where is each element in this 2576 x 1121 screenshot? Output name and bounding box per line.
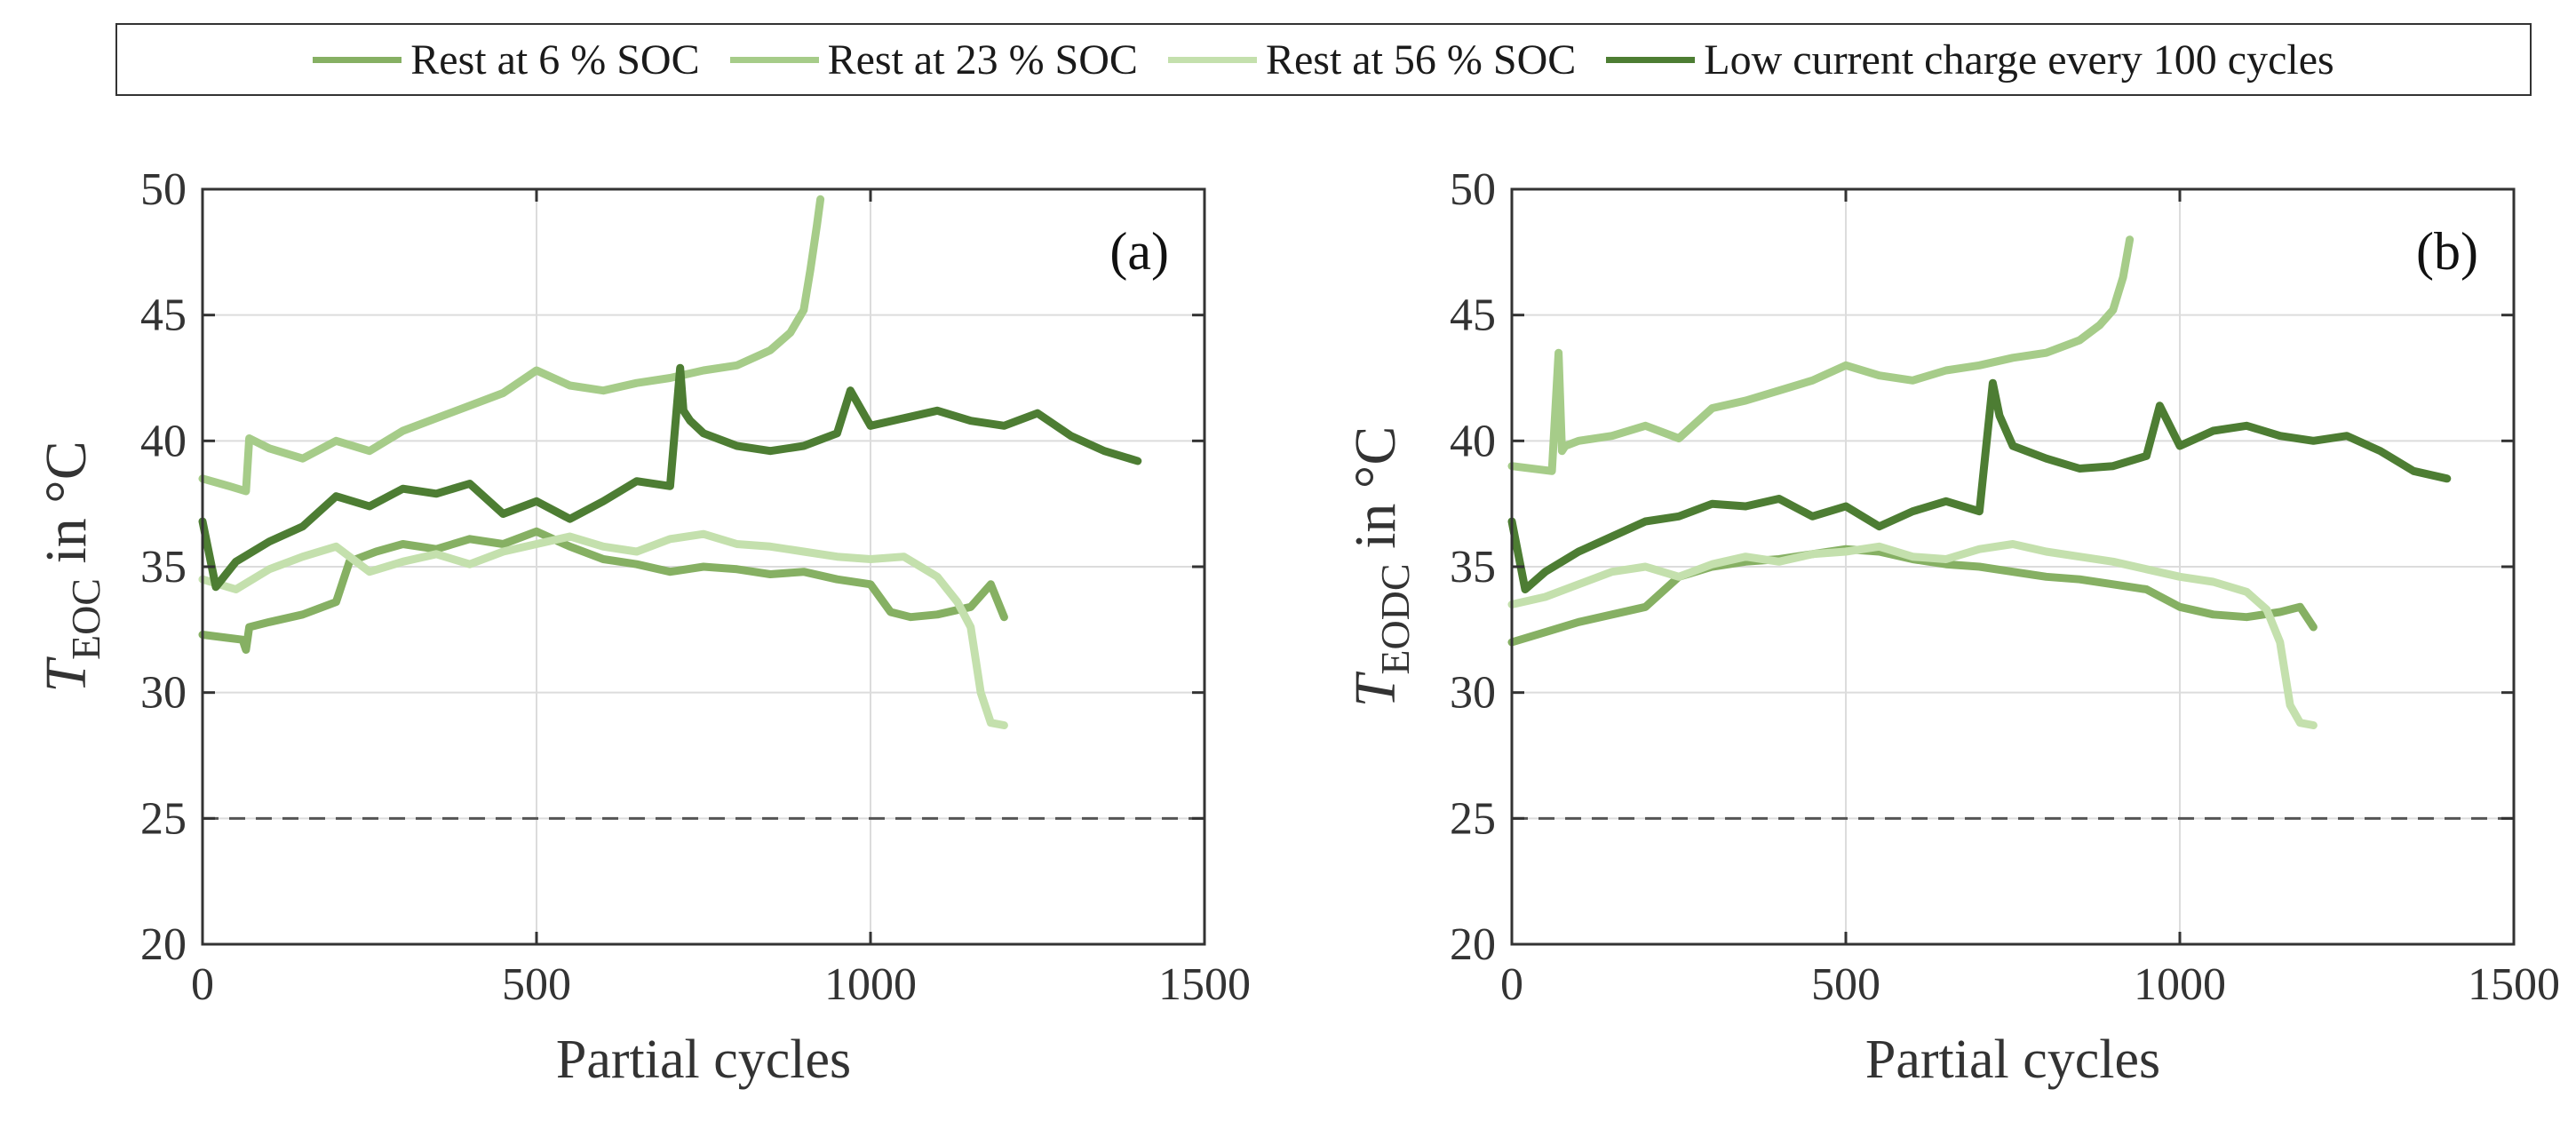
y-tick-label: 45 bbox=[140, 290, 187, 341]
x-tick-label: 0 bbox=[191, 959, 214, 1010]
series-line-rest-6-soc bbox=[1507, 545, 2318, 647]
y-tick-label: 30 bbox=[1450, 668, 1496, 719]
series-line-low-current-charge bbox=[198, 363, 1142, 592]
y-tick-label: 25 bbox=[140, 793, 187, 844]
legend-item-rest-23-soc: Rest at 23 % SOC bbox=[729, 36, 1138, 84]
legend-swatch-rest-23-soc bbox=[729, 56, 819, 63]
x-tick-label: 1000 bbox=[824, 959, 917, 1010]
x-tick-label: 500 bbox=[1811, 959, 1880, 1010]
y-tick-label: 20 bbox=[1450, 919, 1496, 970]
y-tick-label: 35 bbox=[1450, 542, 1496, 592]
panel-label: (a) bbox=[1109, 222, 1169, 281]
y-tick-label: 20 bbox=[140, 919, 187, 970]
x-axis-label: Partial cycles bbox=[556, 1030, 851, 1090]
series-line-rest-23-soc bbox=[1507, 235, 2135, 475]
series-line-low-current-charge bbox=[1507, 378, 2452, 593]
legend-item-rest-6-soc: Rest at 6 % SOC bbox=[313, 36, 700, 84]
legend-label-rest-6-soc: Rest at 6 % SOC bbox=[410, 36, 700, 83]
y-tick-label: 40 bbox=[1450, 416, 1496, 466]
series-line-rest-23-soc bbox=[198, 195, 825, 496]
y-tick-label: 50 bbox=[140, 164, 187, 215]
x-axis-label: Partial cycles bbox=[1865, 1030, 2160, 1090]
panel-b: 0 500 1000 1500 20 25 30 35 40 45 50 (b) Partial cyc… bbox=[1343, 164, 2560, 1090]
panel-label: (b) bbox=[2416, 222, 2478, 281]
x-tick-label: 500 bbox=[502, 959, 571, 1010]
legend: Rest at 6 % SOC Rest at 23 % SOC Rest at… bbox=[115, 23, 2532, 96]
y-tick-label: 50 bbox=[1450, 164, 1496, 215]
legend-label-low-current-charge: Low current charge every 100 cycles bbox=[1704, 36, 2334, 83]
legend-swatch-rest-6-soc bbox=[313, 56, 402, 63]
legend-label-rest-23-soc: Rest at 23 % SOC bbox=[827, 36, 1138, 83]
y-tick-label: 45 bbox=[1450, 290, 1496, 341]
legend-swatch-rest-56-soc bbox=[1167, 56, 1257, 63]
series-line-rest-6-soc bbox=[198, 527, 1008, 654]
series-line-rest-56-soc bbox=[198, 529, 1008, 729]
y-axis-label: TEODC in °C bbox=[1343, 426, 1418, 708]
x-tick-label: 1500 bbox=[1158, 959, 1251, 1010]
x-tick-label: 1000 bbox=[2134, 959, 2226, 1010]
panel-a: 0 500 1000 1500 20 25 30 35 40 45 50 (a) Partial cyc… bbox=[34, 164, 1251, 1090]
y-tick-label: 25 bbox=[1450, 793, 1496, 844]
legend-item-low-current-charge: Low current charge every 100 cycles bbox=[1606, 36, 2334, 84]
x-tick-label: 1500 bbox=[2468, 959, 2560, 1010]
y-tick-label: 30 bbox=[140, 668, 187, 719]
legend-label-rest-56-soc: Rest at 56 % SOC bbox=[1265, 36, 1577, 83]
y-axis-label: TEOC in °C bbox=[34, 441, 108, 692]
series-line-rest-56-soc bbox=[1507, 540, 2318, 729]
legend-swatch-low-current-charge bbox=[1606, 56, 1696, 63]
legend-item-rest-56-soc: Rest at 56 % SOC bbox=[1167, 36, 1577, 84]
y-tick-label: 35 bbox=[140, 542, 187, 592]
y-tick-label: 40 bbox=[140, 416, 187, 466]
x-tick-label: 0 bbox=[1500, 959, 1523, 1010]
